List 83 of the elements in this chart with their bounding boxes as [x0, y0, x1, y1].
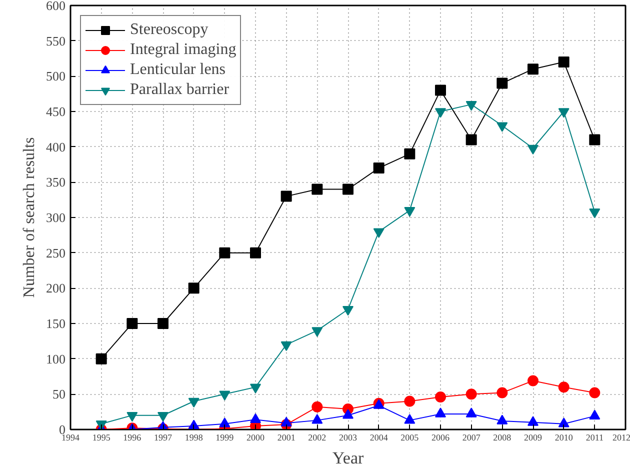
- x-tick-label: 2004: [370, 432, 388, 442]
- y-tick-label: 150: [46, 316, 66, 331]
- x-axis-title: Year: [332, 448, 364, 468]
- point: [528, 375, 538, 386]
- x-tick-label: 2003: [339, 432, 358, 442]
- point: [312, 401, 323, 412]
- point: [558, 108, 570, 118]
- point: [404, 414, 416, 424]
- point: [496, 414, 508, 424]
- point: [558, 56, 570, 68]
- point: [528, 144, 538, 155]
- point: [158, 318, 168, 329]
- point: [528, 64, 538, 75]
- x-tick-label: 1994: [62, 432, 80, 442]
- point: [96, 353, 107, 364]
- point: [466, 134, 477, 146]
- point: [435, 84, 446, 96]
- point: [342, 409, 354, 419]
- x-tick-label: 1998: [184, 432, 204, 442]
- legend-label: Stereoscopy: [130, 21, 208, 39]
- x-tick-label: 2007: [462, 432, 481, 442]
- y-tick-label: 500: [46, 68, 66, 84]
- y-tick-label: 250: [46, 245, 66, 260]
- x-tick-label: 2001: [277, 432, 296, 442]
- y-tick-label: 550: [46, 33, 66, 48]
- point: [373, 162, 384, 174]
- point: [589, 410, 600, 420]
- x-tick-label: 2010: [554, 432, 574, 442]
- point: [496, 78, 508, 89]
- legend-label: Integral imaging: [130, 41, 236, 59]
- point: [312, 184, 323, 195]
- y-tick-label: 400: [46, 139, 66, 154]
- point: [342, 184, 354, 195]
- point: [589, 134, 600, 146]
- point: [404, 396, 416, 407]
- point: [373, 228, 384, 238]
- point: [250, 413, 261, 423]
- point: [589, 208, 600, 218]
- y-axis-title: Number of search results: [21, 137, 38, 298]
- point: [219, 418, 230, 428]
- x-tick-label: 1999: [216, 432, 234, 442]
- point: [435, 408, 446, 418]
- legend-label: Parallax barrier: [130, 81, 230, 99]
- point: [558, 382, 570, 393]
- x-tick-label: 1996: [123, 432, 142, 442]
- point: [466, 388, 477, 400]
- point: [312, 414, 323, 424]
- y-tick-label: 300: [46, 210, 66, 225]
- point: [435, 108, 446, 118]
- x-tick-label: 2012: [612, 432, 630, 442]
- x-tick-label: 2008: [493, 432, 512, 442]
- point: [466, 101, 477, 111]
- point: [589, 387, 600, 398]
- x-tick-label: 2011: [586, 432, 604, 442]
- y-tick-label: 350: [46, 174, 66, 190]
- point: [188, 420, 200, 430]
- point: [188, 282, 200, 294]
- point: [435, 392, 446, 402]
- point: [126, 318, 138, 329]
- point: [404, 207, 416, 217]
- legend-label: Lenticular lens: [130, 61, 226, 79]
- point: [496, 122, 508, 132]
- x-tick-label: 2005: [400, 432, 420, 442]
- x-tick-label: 1997: [154, 432, 172, 442]
- x-tick-label: 2000: [246, 432, 265, 442]
- y-tick-label: 200: [46, 280, 66, 296]
- x-tick-label: 2006: [432, 432, 450, 442]
- y-tick-label: 100: [46, 351, 66, 366]
- point: [219, 247, 230, 258]
- point: [496, 387, 508, 398]
- point: [466, 408, 477, 418]
- y-tick-label: 50: [52, 386, 66, 402]
- point: [558, 418, 570, 428]
- point: [404, 148, 416, 160]
- y-tick-label: 450: [46, 104, 66, 119]
- point: [280, 190, 292, 202]
- x-tick-label: 2009: [524, 432, 542, 442]
- x-tick-label: 1995: [92, 432, 111, 442]
- x-tick-label: 2002: [308, 432, 326, 442]
- point: [250, 247, 261, 258]
- point: [528, 416, 538, 426]
- point: [280, 416, 292, 427]
- y-tick-label: 600: [46, 0, 66, 13]
